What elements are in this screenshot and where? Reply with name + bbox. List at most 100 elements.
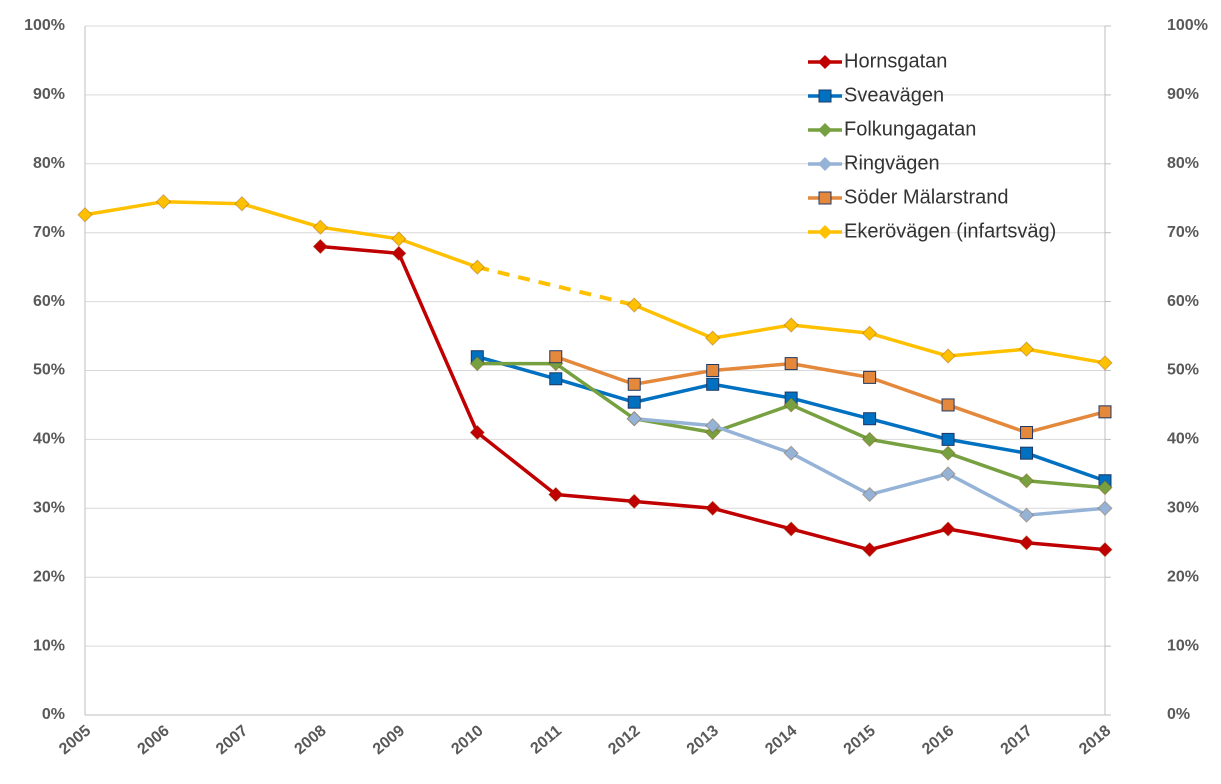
x-tick-label: 2008 [291,722,329,758]
y-tick-label: 10% [33,637,65,654]
legend-marker [818,55,832,69]
marker [861,486,878,503]
marker [391,231,407,247]
x-tick-label: 2012 [605,722,643,758]
marker [627,377,641,391]
x-tick-label: 2005 [56,722,94,758]
marker [940,521,956,537]
legend-label: Hornsgatan [844,50,947,72]
legend-label: Ekerövägen (infartsväg) [844,220,1056,242]
marker [861,541,878,558]
marker [783,445,799,461]
y2-tick-label: 30% [1167,500,1199,517]
marker [549,350,563,364]
marker [940,348,956,364]
y-tick-label: 60% [33,293,65,310]
marker [704,330,721,346]
y-tick-label: 30% [33,500,65,517]
x-tick-label: 2006 [135,722,173,758]
y2-tick-label: 80% [1167,155,1199,172]
x-tick-label: 2017 [998,722,1036,758]
x-tick-label: 2015 [841,722,879,758]
y2-tick-label: 20% [1167,568,1199,585]
y-tick-label: 50% [33,362,65,379]
y-tick-label: 70% [33,224,65,241]
marker [1097,479,1113,496]
marker [784,357,798,371]
y-tick-label: 40% [33,431,65,448]
legend-marker [818,225,832,239]
marker [704,500,721,517]
legend-label: Ringvägen [844,152,940,174]
marker [155,193,172,210]
marker [861,431,878,448]
y-tick-label: 0% [42,706,65,723]
marker [706,377,720,391]
marker [1097,500,1113,517]
y2-tick-label: 70% [1167,224,1199,241]
marker [783,521,799,537]
marker [77,207,93,223]
marker [863,370,877,384]
marker [469,355,486,372]
y-tick-label: 20% [33,568,65,585]
x-tick-label: 2016 [919,722,957,758]
legend-label: Folkungagatan [844,118,976,140]
marker [704,417,721,434]
marker [863,412,877,426]
marker [941,398,955,412]
marker [627,395,641,409]
x-tick-label: 2010 [448,722,486,758]
y-tick-label: 100% [24,17,65,34]
y2-tick-label: 60% [1167,293,1199,310]
x-tick-label: 2014 [762,722,800,758]
legend-label: Sveavägen [844,84,944,106]
marker [783,317,799,333]
y2-tick-label: 0% [1167,706,1190,723]
x-tick-label: 2013 [684,722,722,758]
marker [1018,507,1035,523]
marker [626,411,642,427]
gap-connector [476,265,635,307]
marker [1098,405,1112,419]
marker [549,372,563,386]
marker [391,245,407,262]
marker [1018,341,1035,357]
marker [941,432,955,446]
marker [626,493,642,510]
marker [940,445,956,461]
marker [548,486,564,503]
y-tick-label: 80% [33,155,65,172]
y2-tick-label: 90% [1167,86,1199,103]
legend-label: Söder Mälarstrand [844,186,1009,208]
marker [1020,426,1034,440]
marker [1018,473,1035,489]
x-tick-label: 2009 [370,722,408,758]
marker [1097,541,1113,558]
marker [1097,355,1113,371]
marker [469,259,486,275]
marker [312,219,329,235]
marker [312,238,329,255]
legend-marker [818,191,832,205]
marker [234,196,250,212]
y2-tick-label: 40% [1167,431,1199,448]
marker [1020,446,1034,460]
y-tick-label: 90% [33,86,65,103]
marker [940,466,956,482]
series-line [555,355,1106,435]
marker [861,325,878,342]
x-tick-label: 2011 [528,722,566,757]
y2-tick-label: 100% [1167,17,1208,34]
marker [1018,535,1035,551]
marker [706,364,720,377]
marker [469,424,486,441]
x-tick-label: 2007 [213,722,251,758]
y2-tick-label: 50% [1167,362,1199,379]
x-tick-label: 2018 [1076,722,1114,758]
legend-marker [818,89,832,103]
legend-marker [818,123,832,137]
marker [783,397,799,413]
y2-tick-label: 10% [1167,637,1199,654]
